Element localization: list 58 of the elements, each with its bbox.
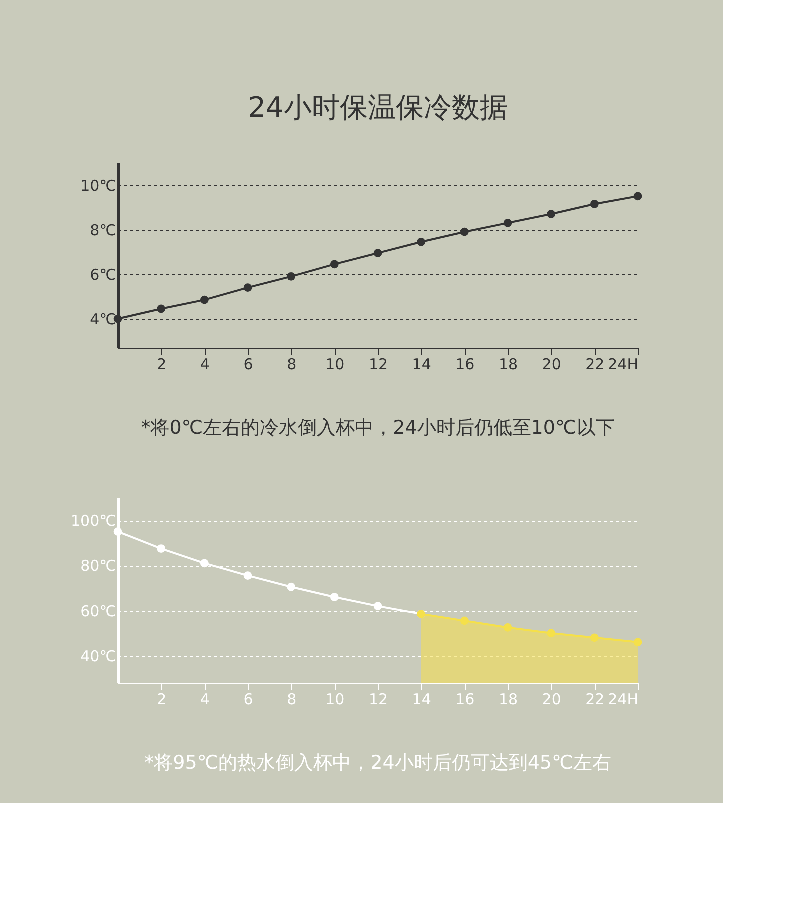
x-tick-label: 20 (542, 690, 562, 708)
point (287, 272, 296, 281)
point (547, 629, 556, 638)
chart-title: 24小时保温保冷数据 (248, 91, 508, 124)
point (330, 593, 339, 602)
text: *将95℃的热水倒入杯中，24小时后仍可达到45℃左右 (144, 752, 612, 774)
point (157, 544, 166, 553)
x-tick-label: 14 (412, 690, 432, 708)
point (460, 228, 469, 236)
point (504, 219, 512, 228)
point (244, 284, 252, 292)
x-tick-label: 24H (608, 356, 638, 374)
point (460, 616, 469, 626)
text: *将0℃左右的冷水倒入杯中，24小时后仍低至10℃以下 (141, 417, 615, 439)
x-tick-label: 16 (456, 690, 475, 708)
point (114, 528, 122, 536)
y-tick-label: 60℃ (80, 602, 116, 620)
x-tick-label: 8 (287, 690, 297, 708)
x-tick-label: 10 (326, 356, 345, 374)
y-tick-label: 100℃ (71, 512, 116, 530)
point (287, 582, 296, 592)
point (374, 602, 382, 610)
x-tick-label: 14 (412, 356, 432, 374)
x-tick-label: 18 (498, 356, 518, 374)
x-tick-label: 10 (326, 690, 345, 708)
point (374, 249, 382, 258)
point (590, 634, 599, 642)
y-tick-label: 10℃ (80, 176, 116, 195)
x-tick-label: 6 (244, 356, 254, 374)
point (590, 200, 599, 208)
point (504, 624, 512, 632)
x-tick-label: 24H (608, 690, 638, 708)
x-tick-label: 12 (368, 690, 388, 708)
x-tick-label: 22 (586, 690, 605, 708)
point (330, 260, 339, 269)
x-tick-label: 8 (287, 356, 297, 374)
point (417, 238, 426, 246)
point (634, 192, 642, 201)
x-tick-label: 6 (244, 690, 254, 708)
x-tick-label: 2 (157, 356, 167, 374)
x-tick-label: 2 (157, 690, 167, 708)
x-tick-label: 4 (200, 356, 210, 374)
point (200, 296, 209, 304)
y-tick-label: 4℃ (90, 310, 116, 329)
x-tick-label: 20 (542, 356, 562, 374)
point (200, 559, 209, 568)
y-tick-label: 6℃ (90, 266, 116, 284)
y-tick-label: 40℃ (80, 647, 116, 666)
point (157, 304, 166, 314)
x-tick-label: 12 (368, 356, 388, 374)
x-tick-label: 4 (200, 690, 210, 708)
x-tick-label: 16 (456, 356, 475, 374)
y-tick-label: 8℃ (90, 221, 116, 240)
point (547, 210, 556, 218)
point (244, 572, 252, 580)
x-tick-label: 22 (586, 356, 605, 374)
x-tick-label: 18 (498, 690, 518, 708)
y-tick-label: 80℃ (80, 557, 116, 576)
